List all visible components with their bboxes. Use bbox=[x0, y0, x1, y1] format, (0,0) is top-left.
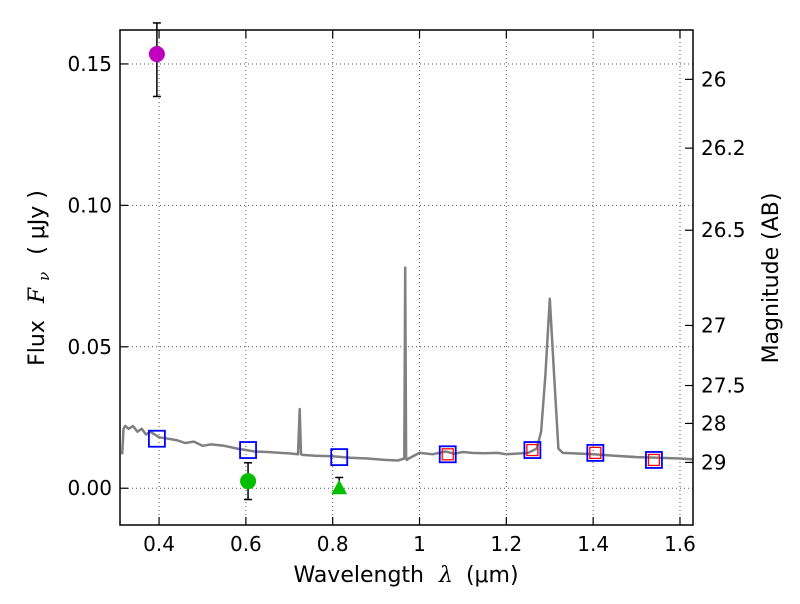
x-tick-label: 1.2 bbox=[490, 532, 522, 556]
model-photometry-marker bbox=[239, 441, 257, 459]
detection-triangle-marker bbox=[331, 479, 348, 495]
y-axis-label-prefix: Flux bbox=[25, 320, 50, 366]
model-sed-line bbox=[120, 266, 694, 462]
x-axis-label-prefix: Wavelength bbox=[293, 563, 424, 588]
x-axis-label-unit: (μm) bbox=[466, 563, 519, 588]
photometry-layer bbox=[147, 22, 663, 501]
y-axis-label-unit: ( μJy ) bbox=[25, 190, 50, 255]
model-photometry-marker bbox=[586, 443, 605, 462]
model-sed-layer bbox=[120, 266, 694, 462]
observed-photometry-marker bbox=[526, 443, 539, 457]
detection-circle-marker bbox=[148, 46, 165, 63]
y2-tick-label: 26 bbox=[701, 67, 726, 91]
model-photometry-marker bbox=[645, 451, 663, 469]
y2-tick-label: 27 bbox=[701, 313, 726, 337]
y-axis-label-subscript: ν bbox=[35, 272, 53, 281]
y2-tick-label: 29 bbox=[701, 450, 726, 474]
observed-photometry-marker bbox=[441, 448, 454, 461]
y-axis-label-symbol: F bbox=[25, 287, 50, 304]
y2-axis-label: Magnitude (AB) bbox=[759, 193, 784, 364]
detection-circle-marker bbox=[240, 473, 257, 490]
model-photometry-marker bbox=[523, 441, 542, 459]
plot-frame bbox=[119, 29, 694, 526]
x-tick-label: 1.4 bbox=[577, 532, 609, 556]
y-tick-label: 0.15 bbox=[67, 52, 112, 76]
model-photometry-marker bbox=[438, 445, 457, 464]
y-axis-label: Flux F ν ( μJy ) bbox=[25, 190, 55, 366]
model-photometry-marker bbox=[330, 448, 349, 467]
x-tick-label: 1.6 bbox=[664, 532, 696, 556]
x-tick-label: 0.4 bbox=[143, 532, 175, 556]
x-tick-label: 0.8 bbox=[317, 532, 349, 556]
y2-tick-label: 28 bbox=[701, 411, 726, 435]
y2-tick-label: 26.2 bbox=[701, 136, 746, 160]
y2-tick-label: 27.5 bbox=[701, 374, 746, 398]
y-tick-label: 0.05 bbox=[67, 335, 112, 359]
axis-ticks: 0.4 0.6 0.8 1 1.2 1.4 1.6 0.00 0.05 0.10 0.15 26 26.… bbox=[67, 30, 746, 556]
y-tick-label: 0.10 bbox=[67, 193, 112, 217]
x-tick-label: 0.6 bbox=[230, 532, 262, 556]
x-axis-label-symbol: λ bbox=[438, 563, 453, 588]
y-tick-label: 0.00 bbox=[67, 476, 112, 500]
observed-photometry-marker bbox=[589, 446, 602, 460]
x-axis-label: Wavelength λ (μm) bbox=[293, 563, 518, 588]
x-tick-label: 1 bbox=[413, 532, 426, 556]
model-photometry-marker bbox=[147, 429, 166, 448]
observed-photometry-marker bbox=[647, 453, 661, 467]
y2-tick-label: 26.5 bbox=[701, 218, 746, 242]
